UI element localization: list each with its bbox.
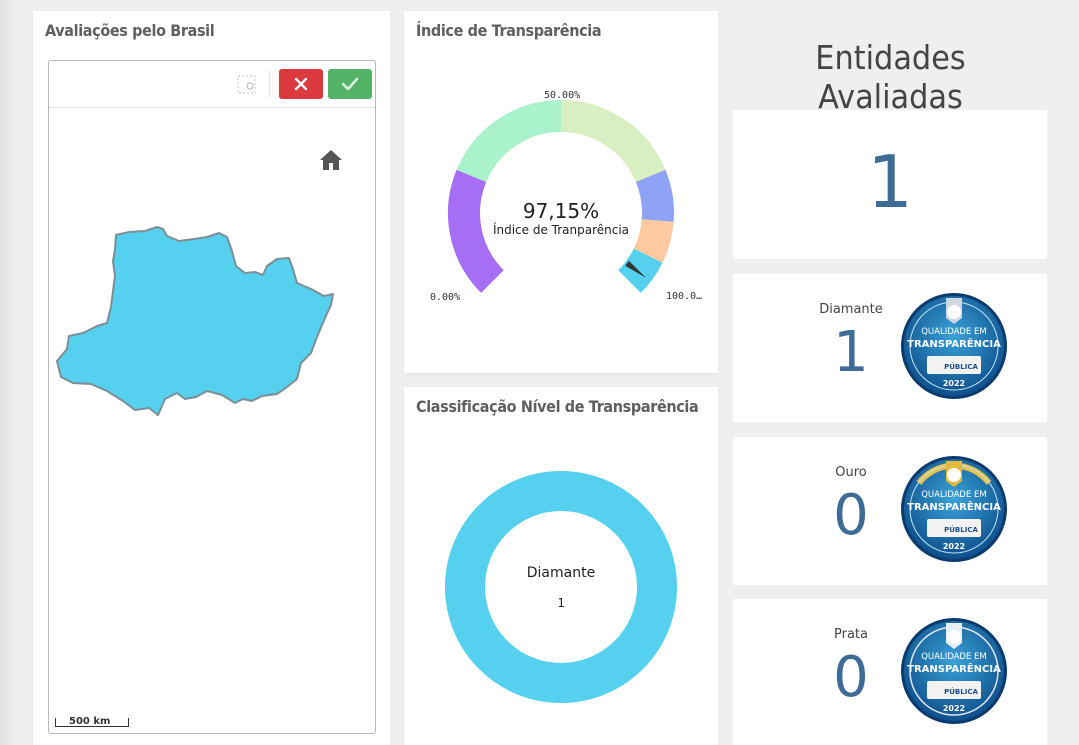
- map-scale-bar: [55, 718, 129, 727]
- gauge-segment-0: [448, 169, 505, 293]
- level-value-prata: 0: [833, 645, 869, 710]
- level-card-ouro: Ouro 0 QUALIDADE EM TRANSPARÊNCIA PÚBLIC…: [733, 437, 1047, 585]
- total-entities-card: 1: [733, 110, 1047, 259]
- gauge-tick-mid: 50.00%: [544, 90, 581, 101]
- map-panel: Avaliações pelo Brasil: [33, 11, 390, 745]
- badge-year: 2022: [943, 542, 965, 551]
- transparency-gauge: [448, 100, 674, 293]
- badge-line2: TRANSPARÊNCIA: [907, 337, 1001, 350]
- silver-seal-badge-icon: QUALIDADE EM TRANSPARÊNCIA PÚBLICA 2022: [901, 618, 1007, 724]
- gauge-tick-min: 0.00%: [430, 292, 461, 303]
- donut-panel-title: Classificação Nível de Transparência: [416, 397, 699, 416]
- badge-line1: QUALIDADE EM: [921, 490, 987, 500]
- amazonas-state-map[interactable]: [49, 61, 375, 733]
- map-selection-toolbar: [49, 61, 375, 108]
- lasso-select-icon[interactable]: [237, 75, 257, 95]
- level-label-prata: Prata: [834, 627, 868, 642]
- gauge-segment-5: [617, 248, 663, 293]
- cancel-selection-button[interactable]: [279, 69, 323, 99]
- badge-year: 2022: [943, 704, 965, 713]
- badge-line1: QUALIDADE EM: [921, 652, 987, 662]
- diamond-seal-badge-icon: QUALIDADE EM TRANSPARÊNCIA PÚBLICA 2022: [901, 293, 1007, 399]
- confirm-selection-button[interactable]: [328, 69, 372, 99]
- close-icon: [294, 77, 308, 91]
- level-label-ouro: Ouro: [835, 465, 867, 480]
- map-scale-label: 500 km: [69, 716, 111, 727]
- entities-title: Entidades Avaliadas: [815, 38, 966, 116]
- gauge-value: 97,15%: [522, 199, 600, 223]
- gauge-segment-2: [560, 100, 666, 183]
- level-label-diamante: Diamante: [819, 302, 883, 317]
- badge-line2: TRANSPARÊNCIA: [907, 500, 1001, 513]
- donut-center-label: Diamante: [526, 565, 596, 581]
- total-entities-value: 1: [867, 140, 913, 224]
- badge-line1: QUALIDADE EM: [921, 327, 987, 337]
- gauge-tick-max: 100.0…: [666, 291, 703, 302]
- gauge-panel-title: Índice de Transparência: [416, 21, 602, 40]
- level-value-ouro: 0: [833, 483, 869, 548]
- classification-panel: Classificação Nível de Transparência Dia…: [404, 387, 718, 745]
- badge-footer: PÚBLICA: [944, 525, 978, 534]
- badge-footer: PÚBLICA: [944, 687, 978, 696]
- home-icon[interactable]: [319, 149, 343, 171]
- gauge-subtitle: Índice de Tranparência: [492, 223, 630, 237]
- level-card-diamante: Diamante 1 QUALIDADE EM TRANSPARÊNCIA PÚ…: [733, 274, 1047, 422]
- check-icon: [341, 77, 359, 91]
- gauge-segment-1: [456, 100, 562, 183]
- level-card-prata: Prata 0 QUALIDADE EM TRANSPARÊNCIA PÚBLI…: [733, 599, 1047, 745]
- gauge-segment-4: [633, 218, 674, 263]
- donut-center-count: 1: [557, 596, 565, 610]
- map-panel-title: Avaliações pelo Brasil: [45, 21, 215, 40]
- gold-seal-badge-icon: QUALIDADE EM TRANSPARÊNCIA PÚBLICA 2022: [901, 456, 1007, 562]
- badge-line2: TRANSPARÊNCIA: [907, 662, 1001, 675]
- transparency-index-panel: Índice de Transparência 50.00% 0.00% 100…: [404, 11, 718, 373]
- level-value-diamante: 1: [833, 320, 869, 385]
- page-shadow-edge: [0, 0, 16, 745]
- map-region-amazonas[interactable]: [56, 226, 334, 416]
- toolbar-divider: [269, 71, 270, 97]
- map-frame[interactable]: 500 km: [48, 60, 376, 734]
- gauge-needle: [625, 260, 647, 278]
- gauge-segment-3: [635, 169, 674, 222]
- classification-donut-chart: [445, 471, 677, 703]
- badge-year: 2022: [943, 379, 965, 388]
- badge-footer: PÚBLICA: [944, 362, 978, 371]
- donut-segment-diamante[interactable]: [445, 471, 677, 703]
